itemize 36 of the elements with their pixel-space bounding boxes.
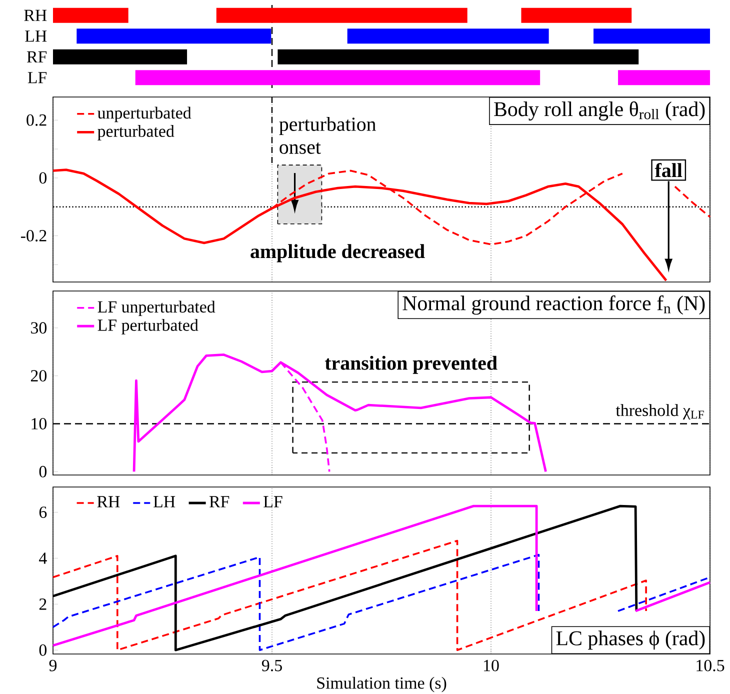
annotation: amplitude decreased: [250, 244, 425, 262]
y-tick-label: 20: [30, 370, 47, 382]
x-tick-label: 10: [484, 660, 499, 672]
y-tick-label: RF: [26, 51, 47, 62]
x-axis-title: Simulation time (s): [317, 676, 446, 692]
y-tick-label: RH: [24, 10, 47, 21]
legend-label: RF: [209, 496, 230, 508]
legend-label: unperturbated: [98, 106, 192, 122]
legend-label: perturbated: [98, 125, 174, 140]
y-tick-label: 0: [39, 172, 47, 184]
annotation: perturbation onset: [279, 116, 376, 154]
legend-label: LF perturbated: [98, 318, 198, 334]
ref-line-label: threshold χ$_{LF}$: [616, 404, 704, 420]
y-tick-label: LF: [28, 72, 47, 84]
y-tick-label: 4: [39, 552, 47, 564]
legend-label: LH: [154, 496, 176, 508]
y-tick-label: 0: [39, 644, 47, 656]
y-tick-label: 2: [39, 598, 46, 610]
x-tick-label: 9.5: [262, 660, 282, 672]
x-tick-label: 10.5: [696, 660, 724, 672]
y-tick-label: LH: [25, 30, 47, 42]
legend-label: LF: [264, 496, 282, 508]
text: LC phases ϕ (rad): [556, 630, 705, 650]
y-tick-label: 30: [31, 322, 47, 334]
y-tick-label: 6: [39, 506, 47, 518]
chart-title: Body roll angle θ$_{roll}$ (rad): [494, 101, 705, 121]
annotation: transition prevented: [324, 356, 498, 374]
y-tick-label: 10: [32, 418, 47, 430]
y-tick-label: 0: [39, 466, 47, 478]
y-tick-label: 0.2: [26, 114, 46, 126]
y-tick-label: -0.2: [20, 230, 46, 242]
x-tick-label: 9: [49, 660, 57, 672]
legend-label: LF unperturbated: [98, 300, 216, 316]
annotation: fall: [654, 162, 682, 178]
chart-title: Normal ground reaction force f$_{n}$ (N): [402, 295, 705, 315]
legend-label: RH: [97, 496, 120, 508]
